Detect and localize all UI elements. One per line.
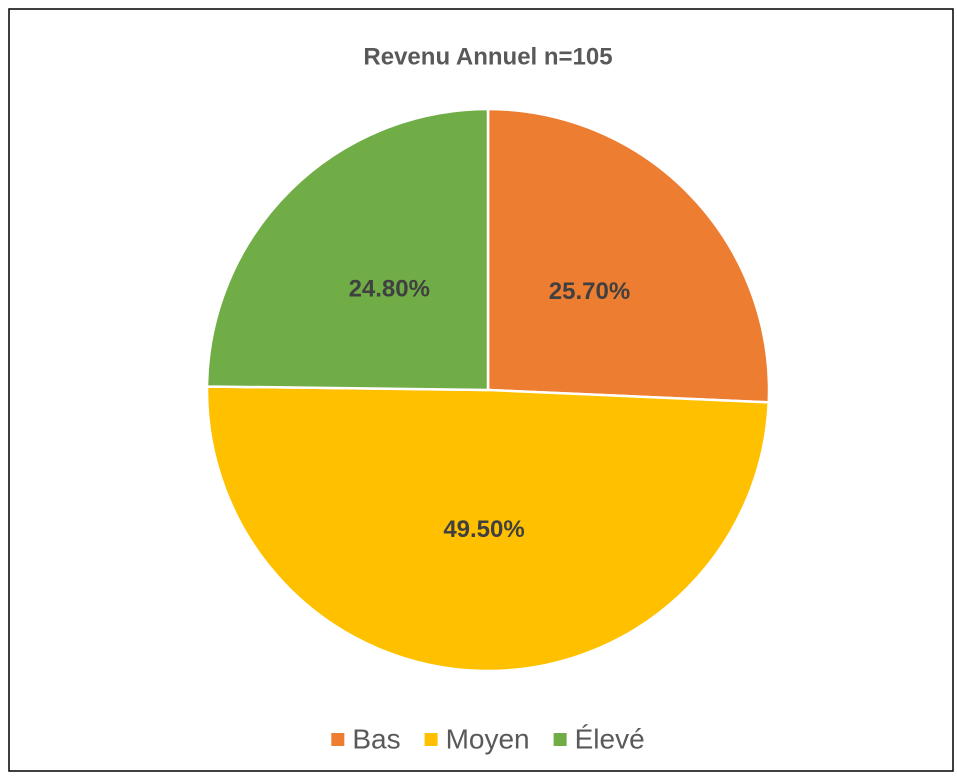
legend-label: Bas xyxy=(352,723,400,754)
chart-title: Revenu Annuel n=105 xyxy=(363,43,612,70)
data-label: 24.80% xyxy=(349,275,430,302)
data-label: 49.50% xyxy=(443,516,524,543)
legend-label: Élevé xyxy=(575,723,645,754)
pie-slice xyxy=(205,385,771,673)
legend-swatch xyxy=(553,733,567,746)
pie-slice xyxy=(205,107,490,392)
data-label: 25.70% xyxy=(549,278,630,305)
pie-slice xyxy=(486,107,771,404)
legend-label: Moyen xyxy=(446,723,530,754)
legend-swatch xyxy=(424,733,438,746)
legend-swatch xyxy=(331,733,345,746)
